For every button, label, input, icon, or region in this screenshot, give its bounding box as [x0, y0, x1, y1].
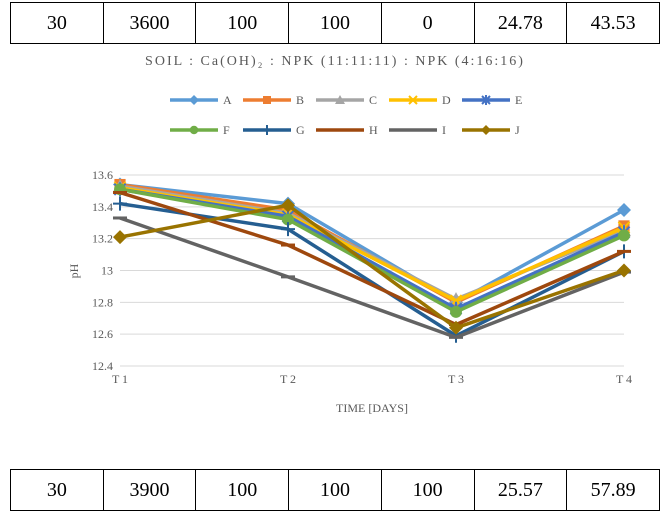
legend-label: I: [442, 123, 446, 137]
chart-title: SOIL : Ca(OH)₂ : NPK (11:11:11) : NPK (4…: [145, 54, 525, 69]
chart-grid: [120, 174, 624, 367]
series-line: [119, 203, 625, 330]
legend-item-d: D: [389, 93, 451, 107]
x-axis-ticks: T 1 T 2 T 3 T 4: [112, 372, 632, 386]
series-g: [113, 196, 631, 343]
data-point: [113, 191, 127, 195]
legend-label: A: [223, 93, 232, 107]
legend-label: D: [442, 93, 451, 107]
data-point: [617, 203, 631, 218]
data-point: [450, 305, 462, 318]
legend-marker: [481, 95, 491, 105]
data-point: [281, 198, 295, 213]
line-chart: SOIL : Ca(OH)₂ : NPK (11:11:11) : NPK (4…: [67, 54, 632, 415]
series-i: [113, 216, 631, 340]
series-line: [119, 216, 625, 340]
table-cell: 43.53: [566, 2, 660, 44]
y-tick-label: 12.4: [92, 359, 113, 373]
series-line: [119, 182, 625, 305]
legend-marker: [335, 95, 345, 104]
data-point: [113, 216, 127, 220]
legend-item-b: B: [243, 93, 304, 107]
data-point: [281, 243, 295, 247]
table-cell: 3600: [102, 2, 197, 44]
legend-marker: [189, 125, 199, 135]
data-point: [449, 335, 463, 339]
data-point: [113, 196, 127, 211]
series-line: [119, 190, 625, 327]
legend-marker: [408, 128, 418, 132]
data-point: [113, 230, 127, 245]
table-cell: 30: [10, 469, 104, 511]
legend-label: F: [223, 123, 230, 137]
legend-item-i: I: [389, 123, 446, 137]
table-cell: 100: [195, 2, 290, 44]
y-tick-label: 13.4: [92, 200, 113, 214]
top-table-row: 30 3600 100 100 0 24.78 43.53: [10, 2, 660, 44]
table-cell: 24.78: [473, 2, 568, 44]
y-tick-label: 13.6: [92, 168, 113, 182]
data-point: [281, 222, 295, 237]
chart-legend: A B C D E F G H I J: [170, 93, 522, 137]
legend-label: E: [515, 93, 522, 107]
legend-label: H: [369, 123, 378, 137]
x-axis-label: TIME [DAYS]: [336, 401, 408, 415]
y-tick-label: 12.6: [92, 327, 113, 341]
y-tick-label: 13: [101, 264, 113, 278]
legend-marker: [262, 125, 272, 135]
x-tick-label: T 3: [448, 372, 464, 386]
legend-marker: [408, 95, 418, 105]
legend-item-e: E: [462, 93, 522, 107]
data-point: [282, 213, 294, 226]
table-cell: 100: [380, 469, 475, 511]
legend-item-j: J: [462, 123, 520, 137]
series-line: [119, 201, 625, 338]
data-point: [617, 249, 631, 253]
table-cell: 100: [288, 469, 382, 511]
legend-label: C: [369, 93, 377, 107]
legend-label: G: [296, 123, 305, 137]
table-cell: 0: [380, 2, 475, 44]
legend-marker: [189, 95, 199, 105]
y-tick-label: 12.8: [92, 295, 113, 309]
data-point: [617, 263, 631, 278]
legend-marker: [335, 128, 345, 132]
table-cell: 57.89: [566, 469, 660, 511]
y-axis-label: pH: [67, 263, 81, 278]
bottom-table-row: 30 3900 100 100 100 25.57 57.89: [10, 469, 660, 511]
table-cell: 3900: [102, 469, 197, 511]
x-tick-label: T 1: [112, 372, 128, 386]
x-tick-label: T 4: [616, 372, 632, 386]
y-axis-ticks: 12.4 12.6 12.8 13 13.2 13.4 13.6: [92, 168, 113, 373]
legend-item-c: C: [316, 93, 377, 107]
legend-label: B: [296, 93, 304, 107]
legend-item-g: G: [243, 123, 305, 137]
y-tick-label: 13.2: [92, 232, 113, 246]
series-j: [113, 198, 631, 335]
data-point: [449, 292, 463, 305]
table-cell: 30: [10, 2, 104, 44]
table-cell: 100: [195, 469, 290, 511]
table-cell: 25.57: [473, 469, 568, 511]
data-point: [618, 229, 630, 242]
x-tick-label: T 2: [280, 372, 296, 386]
legend-item-f: F: [170, 123, 230, 137]
table-cell: 100: [288, 2, 382, 44]
legend-marker: [481, 125, 491, 135]
legend-marker: [263, 96, 271, 104]
data-point: [281, 275, 295, 279]
legend-item-a: A: [170, 93, 232, 107]
legend-label: J: [515, 123, 520, 137]
chart-series: [113, 177, 631, 343]
data-point: [449, 320, 463, 335]
legend-item-h: H: [316, 123, 378, 137]
